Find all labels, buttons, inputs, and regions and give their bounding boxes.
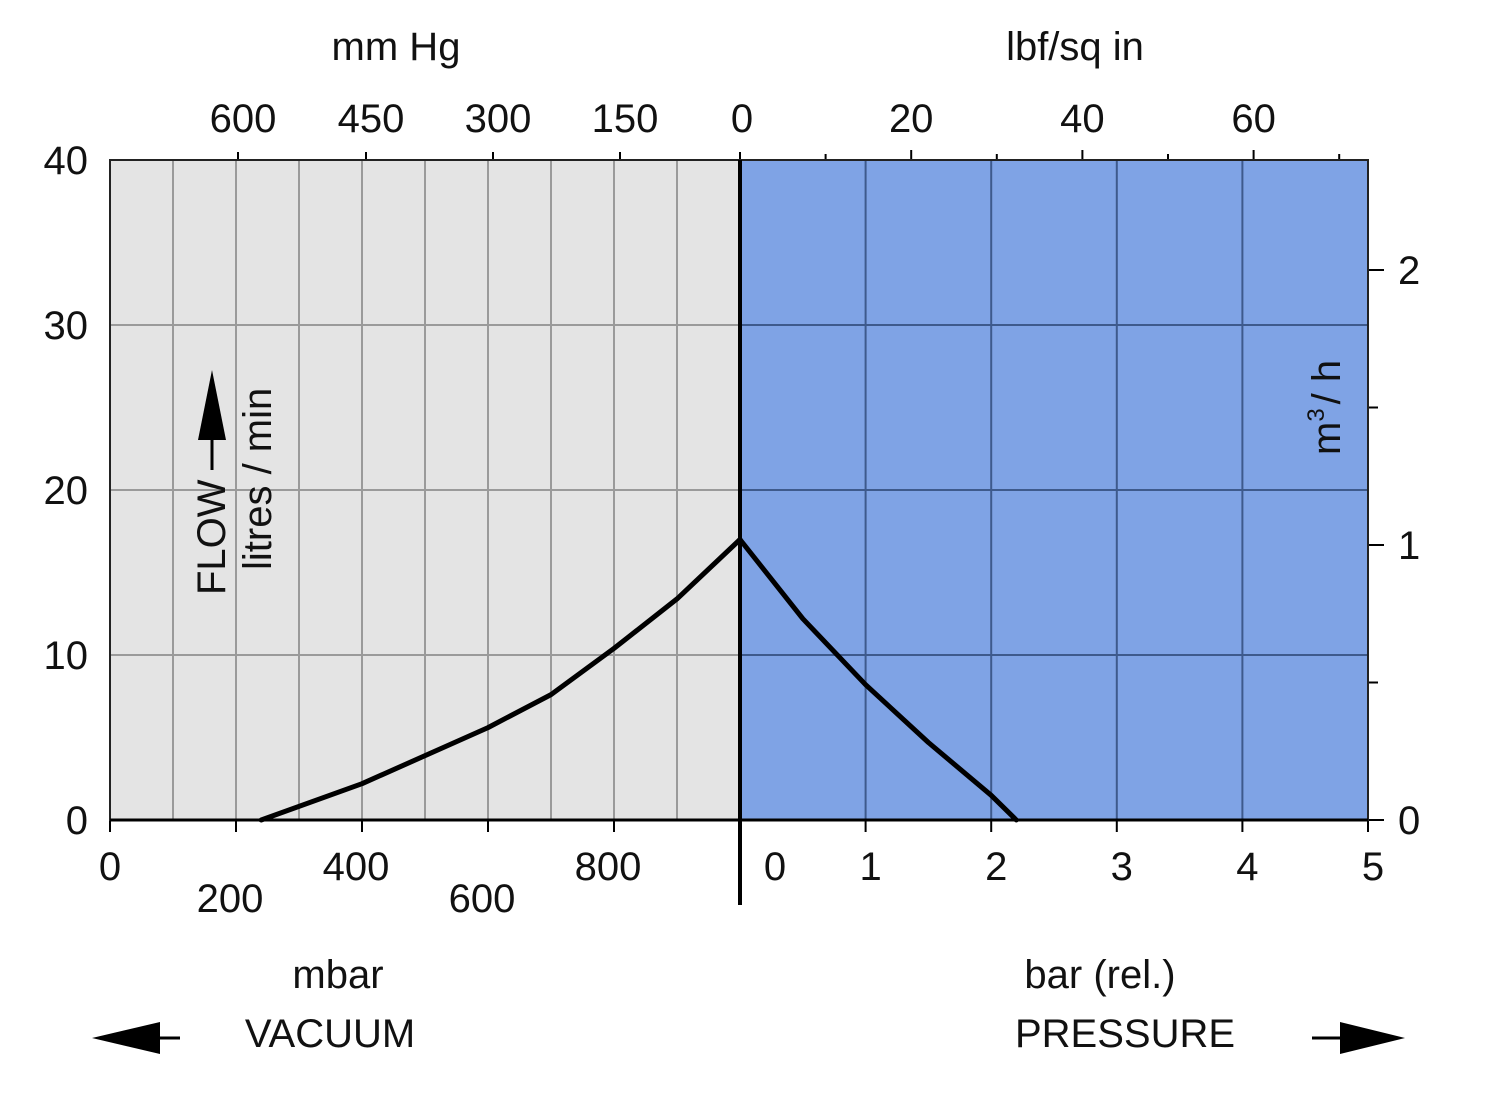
right-axis-tick-label: 2 — [1398, 249, 1420, 293]
top-pressure-tick-label: 40 — [1060, 97, 1105, 141]
bottom-vacuum-tick-label: 200 — [197, 877, 264, 921]
m3h-axis-label: m3 / h — [1303, 360, 1349, 455]
top-vacuum-tick-label: 300 — [465, 97, 532, 141]
top-vacuum-tick-label: 600 — [210, 97, 277, 141]
m3h-base: m — [1305, 422, 1349, 455]
left-axis-tick-label: 20 — [44, 469, 89, 513]
bottom-vacuum-unit: mbar — [292, 953, 383, 997]
bottom-vacuum-tick-label: 0 — [99, 845, 121, 889]
pressure-arrow-icon — [1312, 1022, 1405, 1054]
top-pressure-tick-label: 60 — [1231, 97, 1276, 141]
top-pressure-unit: lbf/sq in — [1006, 25, 1144, 69]
bottom-vacuum-tick-label: 800 — [575, 845, 642, 889]
right-axis-tick-label: 1 — [1398, 524, 1420, 568]
left-axis-tick-label: 10 — [44, 634, 89, 678]
vacuum-direction-label: VACUUM — [245, 1012, 415, 1056]
bottom-pressure-tick-label: 2 — [985, 845, 1007, 889]
bottom-pressure-unit: bar (rel.) — [1024, 953, 1175, 997]
flow-label: FLOW — [190, 479, 234, 595]
m3h-sup: 3 — [1303, 408, 1330, 421]
litres-per-min-label: litres / min — [236, 388, 280, 570]
bottom-pressure-tick-label: 0 — [764, 845, 786, 889]
bottom-vacuum-tick-label: 600 — [449, 877, 516, 921]
top-vacuum-unit: mm Hg — [332, 25, 461, 69]
right-axis-tick-label: 0 — [1398, 799, 1420, 843]
m3h-rest: / h — [1305, 360, 1349, 404]
svg-text:m3/ h: m3 / h — [1303, 360, 1349, 455]
top-vacuum-tick-label: 0 — [731, 97, 753, 141]
top-vacuum-tick-label: 150 — [592, 97, 659, 141]
vacuum-flow-curve — [258, 537, 743, 823]
flow-curves — [258, 537, 1019, 823]
flow-axis-label: FLOW litres / min — [190, 388, 280, 595]
vacuum-arrow-icon — [92, 1022, 180, 1054]
bottom-pressure-tick-label: 1 — [859, 845, 881, 889]
flow-up-arrow-icon — [198, 370, 226, 470]
top-vacuum-tick-label: 450 — [338, 97, 405, 141]
bottom-pressure-tick-label: 3 — [1111, 845, 1133, 889]
left-axis-tick-label: 30 — [44, 304, 89, 348]
grid-lines — [110, 160, 1368, 820]
left-axis-tick-label: 40 — [44, 139, 89, 183]
bottom-pressure-tick-label: 4 — [1236, 845, 1258, 889]
bottom-pressure-tick-label: 5 — [1362, 845, 1384, 889]
left-axis-tick-label: 0 — [66, 799, 88, 843]
bottom-vacuum-tick-label: 400 — [323, 845, 390, 889]
top-pressure-tick-label: 20 — [889, 97, 934, 141]
pressure-direction-label: PRESSURE — [1015, 1012, 1235, 1056]
pressure-flow-curve — [737, 537, 1019, 823]
